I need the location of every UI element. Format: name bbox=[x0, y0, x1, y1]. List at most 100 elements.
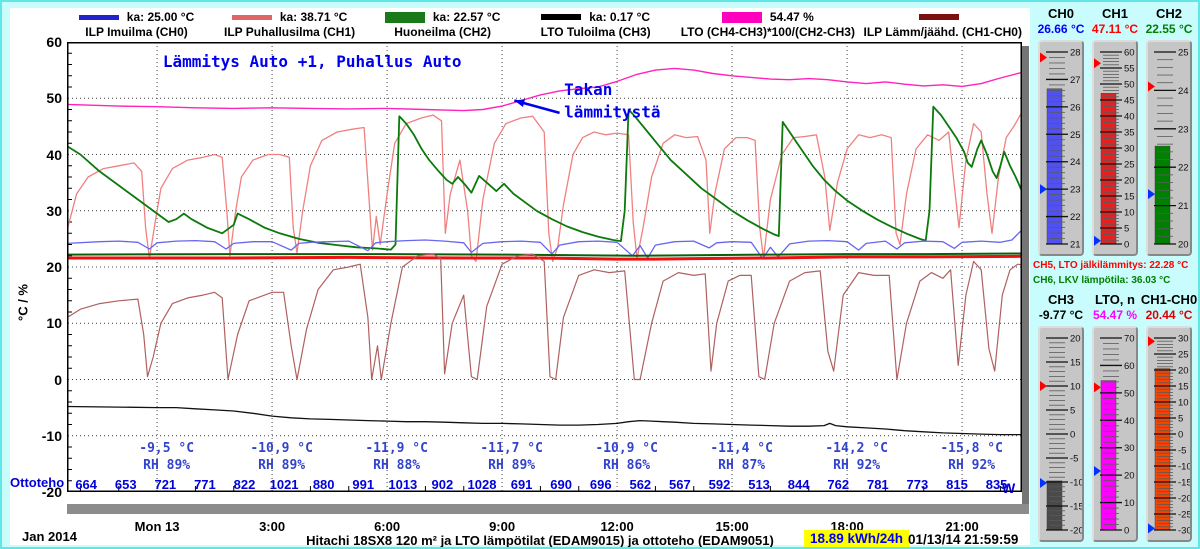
kwh-badge: 18.89 kWh/24h bbox=[804, 530, 910, 547]
outdoor-temp-annotations: -9,5 °C RH 89% -10,9 °C RH 89% -11,9 °C RH 88… bbox=[139, 441, 1003, 473]
svg-text:-30: -30 bbox=[1178, 526, 1190, 537]
svg-text:15: 15 bbox=[1178, 382, 1189, 393]
y-tick-label: 50 bbox=[46, 90, 62, 107]
ottoteho-row-label: Ottoteho bbox=[10, 475, 65, 490]
svg-text:822: 822 bbox=[234, 477, 256, 492]
svg-text:0: 0 bbox=[1070, 430, 1075, 441]
svg-text:-11,4 °C: -11,4 °C bbox=[710, 441, 773, 456]
svg-text:RH 89%: RH 89% bbox=[488, 458, 535, 473]
ch5-status-text: CH5, LTO jälkilämmitys: 22.28 °C bbox=[1033, 260, 1189, 271]
gauge-header-ch2: CH2 bbox=[1155, 6, 1182, 21]
svg-text:20: 20 bbox=[1124, 176, 1135, 187]
svg-text:-9,5 °C: -9,5 °C bbox=[139, 441, 194, 456]
legend-series-name: LTO Tuloilma (CH3) bbox=[540, 25, 651, 39]
svg-text:20: 20 bbox=[1124, 471, 1135, 482]
x-tick-label: Mon 13 bbox=[134, 519, 180, 534]
gauge-header-ch1-ch0: CH1-CH0 bbox=[1140, 292, 1198, 307]
svg-text:-10: -10 bbox=[1070, 478, 1082, 489]
gauge-value-ch2: 22.55 °C bbox=[1145, 22, 1193, 36]
svg-text:10: 10 bbox=[1124, 208, 1135, 219]
legend-item-lto: 54.47 % LTO (CH4-CH3)*100/(CH2-CH3) bbox=[672, 10, 863, 39]
svg-text:1028: 1028 bbox=[468, 477, 497, 492]
svg-text:30: 30 bbox=[1124, 144, 1135, 155]
gauge-scale-ch1-ch0: -30 -25 -20 -15 -10 -5 0 5 10 15 20 25 30 bbox=[1148, 334, 1192, 537]
svg-text:0: 0 bbox=[1124, 526, 1129, 537]
svg-text:5: 5 bbox=[1070, 406, 1075, 417]
plot-frame bbox=[67, 42, 1022, 492]
gauge-max-marker-ch2 bbox=[1148, 81, 1155, 92]
chart-panel: ka: 25.00 °C ILP Imuilma (CH0) ka: 38.71 °… bbox=[10, 8, 1030, 548]
svg-text:773: 773 bbox=[907, 477, 929, 492]
legend-average-value: ka: 38.71 °C bbox=[279, 10, 348, 24]
svg-text:-10,9 °C: -10,9 °C bbox=[595, 441, 658, 456]
svg-text:-15: -15 bbox=[1070, 502, 1082, 513]
chart-title: Hitachi 18SX8 120 m² ja LTO lämpötilat (… bbox=[306, 533, 774, 548]
svg-text:21: 21 bbox=[1070, 240, 1081, 251]
svg-text:27: 27 bbox=[1070, 75, 1081, 86]
ch3-series-swatch-icon bbox=[541, 14, 582, 20]
x-tick-label: 6:00 bbox=[374, 519, 401, 534]
svg-text:-15,8 °C: -15,8 °C bbox=[940, 441, 1003, 456]
x-tick-label: 3:00 bbox=[259, 519, 286, 534]
svg-text:RH 87%: RH 87% bbox=[718, 458, 765, 473]
svg-text:60: 60 bbox=[1124, 361, 1135, 372]
gauge-ch1-ch0[interactable]: -30 -25 -20 -15 -10 -5 0 5 10 15 20 25 30 bbox=[1146, 326, 1192, 542]
chart-plot: -9,5 °C RH 89% -10,9 °C RH 89% -11,9 °C RH 88… bbox=[67, 42, 1022, 492]
svg-text:35: 35 bbox=[1124, 128, 1135, 139]
legend-series-name: LTO (CH4-CH3)*100/(CH2-CH3) bbox=[680, 25, 855, 39]
gauge-ch0[interactable]: 21 22 23 24 25 26 27 28 bbox=[1038, 40, 1084, 256]
horizontal-scrollbar[interactable] bbox=[67, 504, 1029, 514]
svg-text:40: 40 bbox=[1124, 416, 1135, 427]
svg-text:Takan: Takan bbox=[564, 80, 612, 99]
legend-series-name: ILP Lämm/jäähd. (CH1-CH0) bbox=[863, 25, 1022, 39]
legend-average-value: ka: 25.00 °C bbox=[126, 10, 195, 24]
svg-text:28: 28 bbox=[1070, 48, 1081, 59]
svg-text:21: 21 bbox=[1178, 201, 1189, 212]
svg-text:24: 24 bbox=[1178, 86, 1189, 97]
svg-text:513: 513 bbox=[748, 477, 770, 492]
svg-text:25: 25 bbox=[1070, 130, 1081, 141]
svg-text:20: 20 bbox=[1178, 240, 1189, 251]
gauge-max-marker-ch1-ch0 bbox=[1148, 336, 1155, 347]
svg-text:691: 691 bbox=[511, 477, 533, 492]
svg-text:45: 45 bbox=[1124, 96, 1135, 107]
svg-text:1013: 1013 bbox=[388, 477, 417, 492]
svg-text:815: 815 bbox=[946, 477, 968, 492]
minor-ticks bbox=[68, 52, 1001, 491]
gauge-ch2[interactable]: 20 21 22 23 24 25 bbox=[1146, 40, 1192, 256]
x-tick-label: 21:00 bbox=[945, 519, 979, 534]
svg-text:22: 22 bbox=[1178, 163, 1189, 174]
svg-text:60: 60 bbox=[1124, 48, 1135, 59]
gauge-min-marker-ch0 bbox=[1040, 184, 1047, 195]
svg-text:562: 562 bbox=[629, 477, 651, 492]
svg-text:-5: -5 bbox=[1178, 446, 1186, 457]
gauge-value-ch1: 47.11 °C bbox=[1091, 22, 1139, 36]
timestamp: 01/13/14 21:59:59 bbox=[908, 532, 1019, 547]
svg-text:15: 15 bbox=[1070, 358, 1081, 369]
svg-text:RH 86%: RH 86% bbox=[603, 458, 650, 473]
svg-text:55: 55 bbox=[1124, 64, 1135, 75]
svg-text:1021: 1021 bbox=[270, 477, 299, 492]
series-ch1-ch0-diff bbox=[67, 253, 1022, 381]
svg-text:844: 844 bbox=[788, 477, 810, 492]
svg-text:-15: -15 bbox=[1178, 478, 1190, 489]
svg-text:25: 25 bbox=[1178, 350, 1189, 361]
svg-text:-11,9 °C: -11,9 °C bbox=[365, 441, 428, 456]
gauge-header-ch3: CH3 bbox=[1047, 292, 1074, 307]
gauge-fill-ch1-ch0 bbox=[1154, 368, 1171, 531]
svg-text:10: 10 bbox=[1178, 398, 1189, 409]
gauge-max-marker-ch0 bbox=[1040, 52, 1047, 63]
ch6-status-text: CH6, LKV lämpötila: 36.03 °C bbox=[1033, 275, 1171, 286]
svg-text:991: 991 bbox=[352, 477, 374, 492]
gauge-ch1[interactable]: 0 5 10 15 20 25 30 35 40 45 50 55 60 bbox=[1092, 40, 1138, 256]
gauge-lto-n[interactable]: 0 10 20 30 40 50 60 70 bbox=[1092, 326, 1138, 542]
svg-text:lämmitystä: lämmitystä bbox=[564, 102, 660, 121]
gauge-ch3[interactable]: -20 -15 -10 -5 0 5 10 15 20 bbox=[1038, 326, 1084, 542]
gauge-scale-ch2: 20 21 22 23 24 25 bbox=[1148, 48, 1189, 251]
svg-text:-11,7 °C: -11,7 °C bbox=[480, 441, 543, 456]
svg-text:-20: -20 bbox=[1070, 526, 1082, 537]
series-ch1-puhallus bbox=[67, 111, 1022, 263]
x-tick-label: 9:00 bbox=[489, 519, 516, 534]
gauge-panel: CH0 26.66 °C 21 22 23 24 25 26 27 28 CH1 47.11 °C 0 5… bbox=[1030, 2, 1198, 547]
y-tick-label: 40 bbox=[46, 146, 62, 163]
